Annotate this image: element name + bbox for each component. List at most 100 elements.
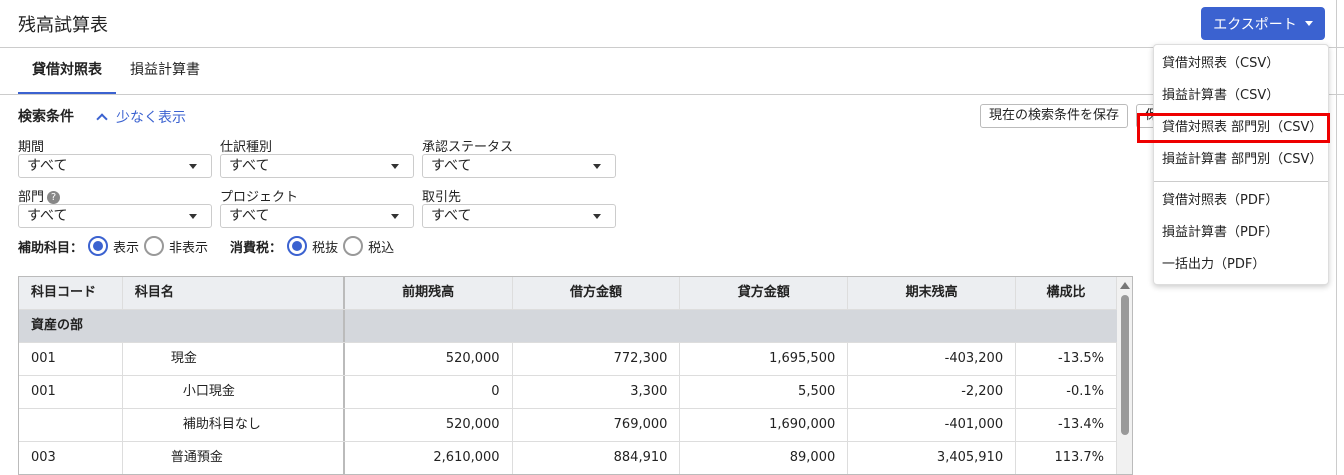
menu-item-pl-dept-csv[interactable]: 損益計算書 部門別（CSV） <box>1162 152 1323 167</box>
table-cell: -401,000 <box>848 409 1017 441</box>
table-cell: 小口現金 <box>123 376 345 408</box>
sub-hide-label: 非表示 <box>169 240 209 256</box>
sub-show-radio[interactable] <box>88 236 109 256</box>
department-select[interactable]: すべて <box>18 204 212 228</box>
tax-label: 消費税： <box>230 240 283 256</box>
table-cell: 現金 <box>123 343 345 375</box>
department-label: 部門? <box>18 186 61 205</box>
approval-status-select[interactable]: すべて <box>422 154 616 178</box>
scroll-up-icon[interactable] <box>1120 282 1130 289</box>
table-cell: 772,300 <box>513 343 681 375</box>
project-label: プロジェクト <box>220 190 299 205</box>
approval-status-value: すべて <box>431 158 472 174</box>
tab-bar: 貸借対照表 損益計算書 <box>0 48 1344 95</box>
section-row: 資産の部 <box>19 310 1117 343</box>
partner-label: 取引先 <box>422 190 462 205</box>
export-label: エクスポート <box>1213 16 1297 33</box>
header-cell[interactable]: 構成比 <box>1016 277 1117 309</box>
tab-balance-sheet[interactable]: 貸借対照表 <box>18 48 116 94</box>
table-cell: 1,695,500 <box>680 343 849 375</box>
table-cell: 89,000 <box>680 442 849 474</box>
sub-hide-radio[interactable] <box>144 236 165 256</box>
project-value: すべて <box>229 208 270 224</box>
show-less-label: 少なく表示 <box>116 110 186 126</box>
menu-divider <box>1154 181 1328 182</box>
caret-down-icon <box>189 214 197 219</box>
table-cell: 普通預金 <box>123 442 345 474</box>
table-cell: -13.5% <box>1016 343 1118 375</box>
vertical-scrollbar[interactable] <box>1117 277 1132 474</box>
table-cell: 001 <box>19 376 123 408</box>
tax-incl-radio[interactable] <box>343 236 364 256</box>
page-scrollbar-edge <box>1336 0 1337 475</box>
period-label: 期間 <box>18 140 45 155</box>
table-cell: 003 <box>19 442 123 474</box>
tax-excl-label: 税抜 <box>312 240 339 256</box>
caret-down-icon <box>189 164 197 169</box>
table-cell: -0.1% <box>1016 376 1118 408</box>
table-cell: 0 <box>345 376 513 408</box>
table-row[interactable]: 003 普通預金 2,610,000 884,910 89,000 3,405,910 11… <box>19 442 1118 474</box>
caret-down-icon <box>593 164 601 169</box>
menu-item-bulk-pdf[interactable]: 一括出力（PDF） <box>1162 257 1266 272</box>
approval-status-label: 承認ステータス <box>422 140 514 155</box>
journal-type-select[interactable]: すべて <box>220 154 414 178</box>
menu-item-pl-csv[interactable]: 損益計算書（CSV） <box>1162 88 1280 103</box>
project-select[interactable]: すべて <box>220 204 414 228</box>
save-search-button[interactable]: 現在の検索条件を保存 <box>980 104 1129 128</box>
sub-show-label: 表示 <box>113 240 140 256</box>
period-select[interactable]: すべて <box>18 154 212 178</box>
table-cell: 5,500 <box>680 376 849 408</box>
chevron-up-icon <box>96 113 108 125</box>
header-cell[interactable]: 科目コード <box>19 277 123 309</box>
menu-item-bs-csv[interactable]: 貸借対照表（CSV） <box>1162 56 1280 71</box>
sub-account-label: 補助科目： <box>18 240 84 256</box>
table-cell: -403,200 <box>848 343 1017 375</box>
table-cell: 884,910 <box>513 442 681 474</box>
menu-item-bs-pdf[interactable]: 貸借対照表（PDF） <box>1162 193 1279 208</box>
top-bar: 残高試算表 エクスポート <box>0 0 1344 48</box>
menu-item-bs-dept-csv[interactable]: 貸借対照表 部門別（CSV） <box>1137 113 1330 143</box>
show-less-toggle[interactable]: 少なく表示 <box>96 107 186 127</box>
export-menu: 貸借対照表（CSV） 損益計算書（CSV） 貸借対照表 部門別（CSV） 損益計… <box>1137 44 1330 285</box>
partner-select[interactable]: すべて <box>422 204 616 228</box>
page-title: 残高試算表 <box>18 15 108 36</box>
export-button[interactable]: エクスポート <box>1201 7 1325 40</box>
table-cell: 3,405,910 <box>848 442 1017 474</box>
tab-income-statement[interactable]: 損益計算書 <box>130 62 200 78</box>
table-cell: 769,000 <box>513 409 681 441</box>
option-radios: 補助科目： 表示 非表示 消費税： 税抜 税込 <box>18 236 394 256</box>
header-cell[interactable]: 科目名 <box>123 277 345 309</box>
table-cell: 補助科目なし <box>123 409 345 441</box>
table-row[interactable]: 001 小口現金 0 3,300 5,500 -2,200 -0.1% <box>19 376 1118 409</box>
department-label-text: 部門 <box>18 190 45 205</box>
table-cell: 1,690,000 <box>680 409 849 441</box>
header-cell[interactable]: 期末残高 <box>848 277 1017 309</box>
table-cell: -2,200 <box>848 376 1017 408</box>
table-cell: 520,000 <box>345 409 513 441</box>
period-value: すべて <box>27 158 68 174</box>
tax-incl-label: 税込 <box>368 240 395 256</box>
table-cell: 113.7% <box>1016 442 1118 474</box>
help-icon[interactable]: ? <box>47 191 61 204</box>
table-cell: 520,000 <box>345 343 513 375</box>
tax-excl-radio[interactable] <box>287 236 308 256</box>
department-value: すべて <box>27 208 68 224</box>
table-row[interactable]: 補助科目なし 520,000 769,000 1,690,000 -401,000 -13… <box>19 409 1118 442</box>
header-cell[interactable]: 借方金額 <box>513 277 681 309</box>
table-row[interactable]: 001 現金 520,000 772,300 1,695,500 -403,200 -13.… <box>19 343 1118 376</box>
caret-down-icon <box>391 164 399 169</box>
table-cell: 2,610,000 <box>345 442 513 474</box>
table-cell: -13.4% <box>1016 409 1118 441</box>
journal-type-value: すべて <box>229 158 270 174</box>
caret-down-icon <box>593 214 601 219</box>
menu-item-pl-pdf[interactable]: 損益計算書（PDF） <box>1162 225 1279 240</box>
header-cell[interactable]: 貸方金額 <box>680 277 849 309</box>
table-cell: 001 <box>19 343 123 375</box>
section-label: 資産の部 <box>19 310 345 342</box>
scroll-thumb[interactable] <box>1121 295 1129 435</box>
header-cell[interactable]: 前期残高 <box>345 277 513 309</box>
table-cell <box>19 409 123 441</box>
table-header: 科目コード 科目名 前期残高 借方金額 貸方金額 期末残高 構成比 <box>19 277 1117 310</box>
trial-balance-table: 科目コード 科目名 前期残高 借方金額 貸方金額 期末残高 構成比 資産の部 0… <box>18 276 1133 475</box>
